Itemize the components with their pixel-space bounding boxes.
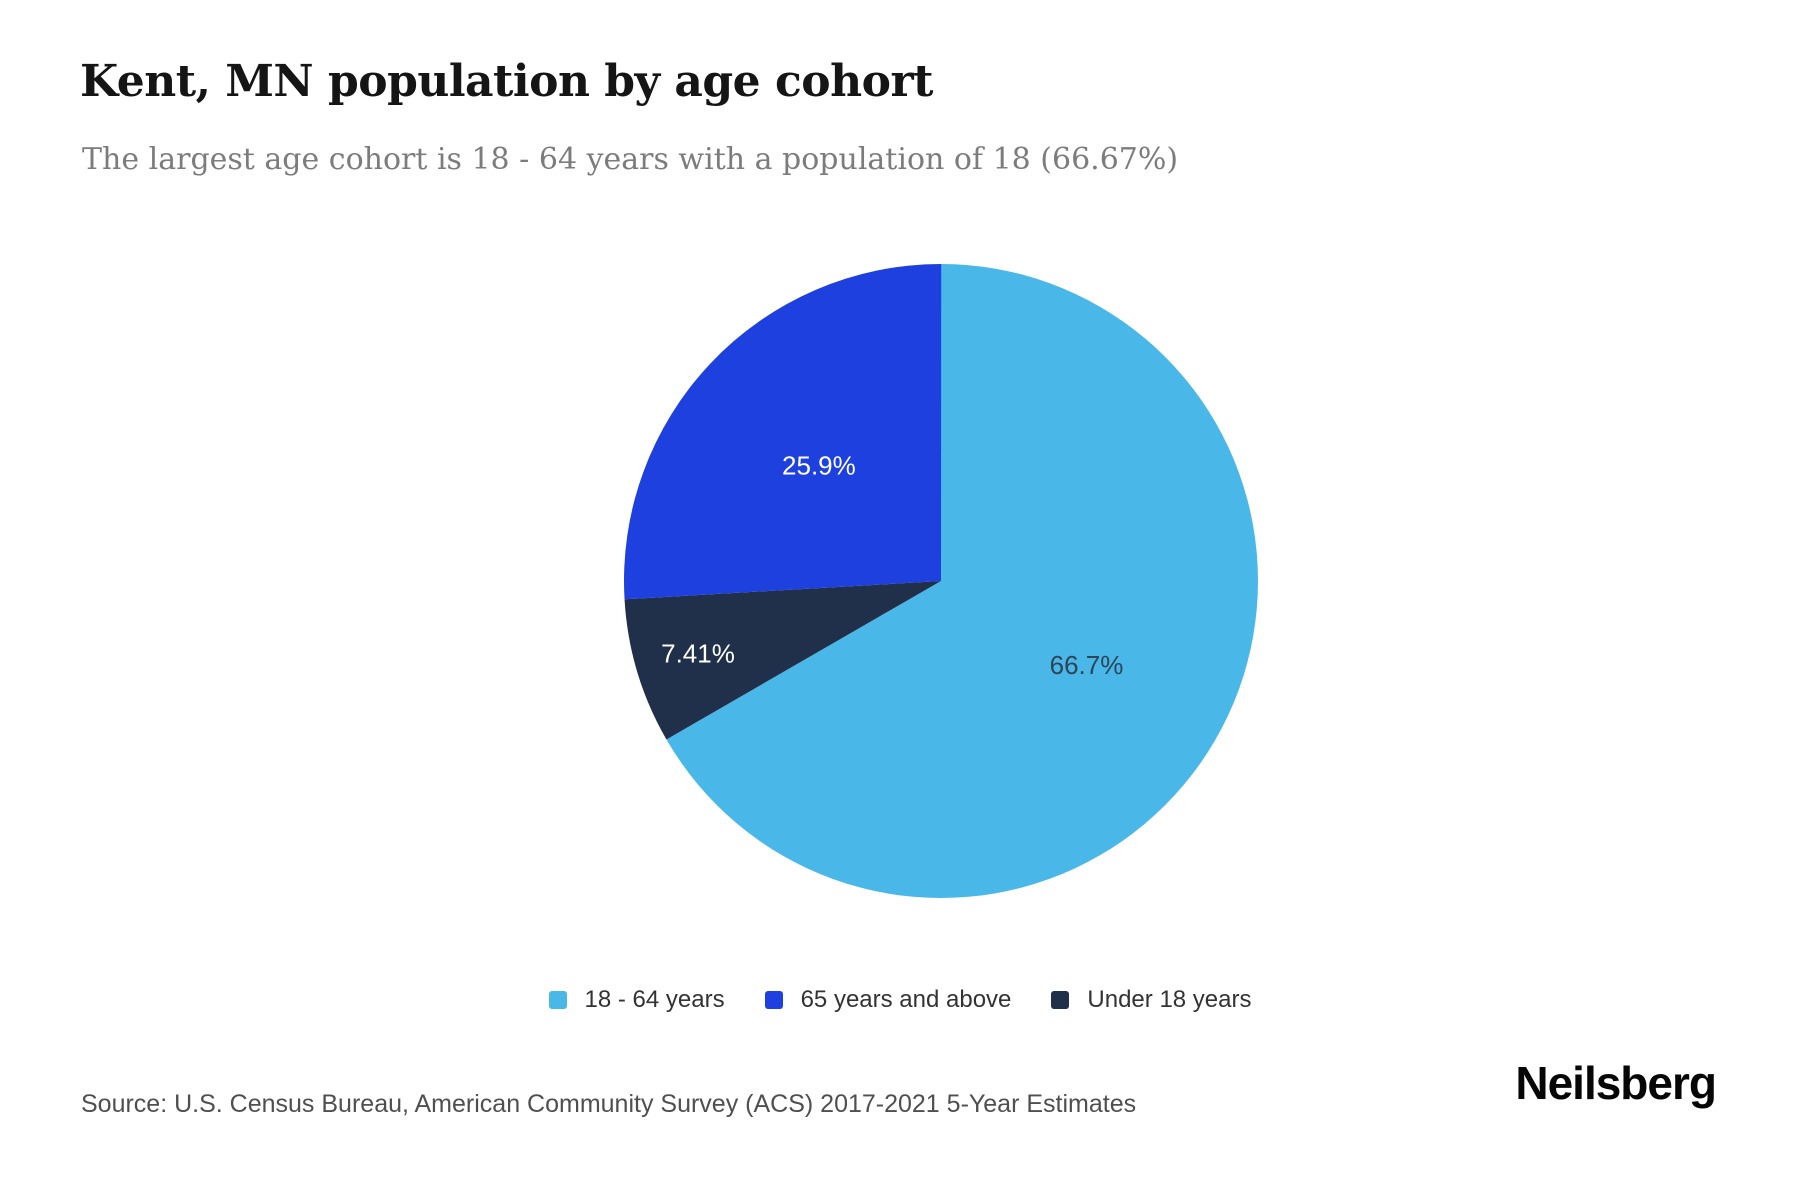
legend-swatch-65-years-and-above [764,991,783,1009]
legend-label-65-years-and-above: 65 years and above [800,986,1012,1013]
legend-swatch-under-18-years [1051,991,1070,1009]
pie-slice-under-18-years[interactable] [624,581,941,740]
legend-item-65-years-and-above[interactable]: 65 years and above [764,986,1012,1014]
brand-logo: Neilsberg [1515,1057,1717,1109]
pie-slice-label-65-years-and-above: 25.9% [782,451,856,481]
chart-legend: 18 - 64 years 65 years and above Under 18 … [0,986,1800,1014]
page-title: Kent, MN population by age cohort [80,56,933,107]
pie-slice-label-under-18-years: 7.41% [661,639,735,669]
source-note: Source: U.S. Census Bureau, American Com… [81,1090,1137,1118]
page-subtitle: The largest age cohort is 18 - 64 years … [82,142,1179,177]
pie-slice-18-64-years[interactable] [666,264,1259,898]
legend-item-under-18-years[interactable]: Under 18 years [1051,986,1252,1014]
legend-label-under-18-years: Under 18 years [1087,986,1252,1013]
pie-slice-label-18-64-years: 66.7% [1050,650,1124,680]
legend-swatch-18-64-years [548,991,567,1009]
pie-slice-65-years-and-above[interactable] [624,263,942,600]
legend-item-18-64-years[interactable]: 18 - 64 years [548,986,725,1014]
legend-label-18-64-years: 18 - 64 years [584,986,725,1013]
